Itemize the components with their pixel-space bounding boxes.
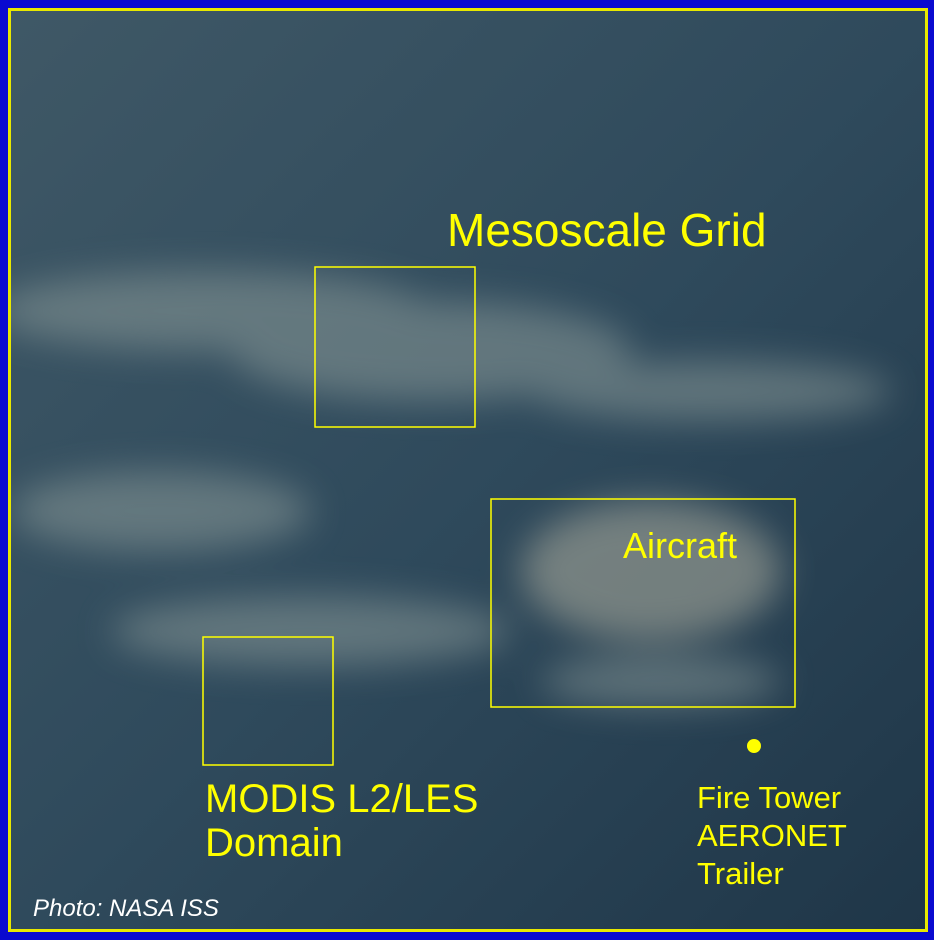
fire-line: AERONET [697,818,847,853]
fire-line: Trailer [697,856,784,891]
photo-background [11,11,925,929]
fire-line: Fire Tower [697,780,842,815]
photo-credit: Photo: NASA ISS [33,895,219,922]
photo: Mesoscale Grid Aircraft MODIS L2/LES Doma… [8,8,928,932]
modis-box [202,636,334,766]
aircraft-label: Aircraft [623,525,738,566]
modis-label: MODIS L2/LES Domain [205,777,478,865]
aircraft-box [490,498,796,708]
mesoscale-label: Mesoscale Grid [447,204,767,256]
modis-line: Domain [205,821,343,865]
fire-tower-dot [747,739,761,753]
mesoscale-box [314,266,476,428]
fire-label: Fire Tower AERONET Trailer [697,779,847,893]
modis-line: MODIS L2/LES [205,777,479,821]
